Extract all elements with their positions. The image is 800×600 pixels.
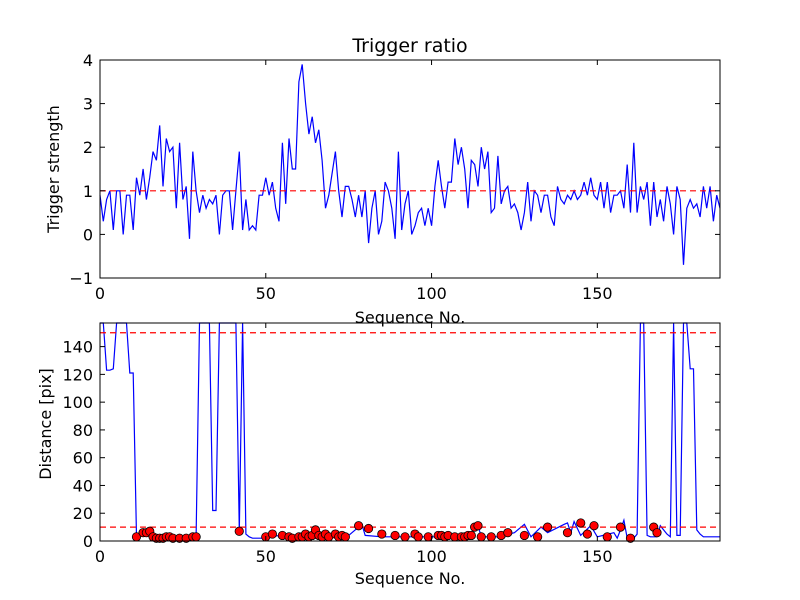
- data-point: [473, 521, 483, 531]
- data-point: [267, 529, 278, 539]
- plot-frame: [99, 59, 721, 279]
- data-point: [466, 530, 476, 541]
- distance-markers-group: [131, 518, 662, 543]
- x-tick-label: 150: [582, 547, 613, 566]
- trigger-series-group: [99, 64, 721, 265]
- y-tick-label: 0: [83, 225, 93, 244]
- data-point: [377, 529, 387, 539]
- chart-title: Trigger ratio: [351, 35, 467, 57]
- data-point: [582, 529, 592, 539]
- y-tick-label: 100: [62, 393, 93, 412]
- distance-chart: 0 50 100 150 0 20 40 60 80 100 120 140 Sequence No.…: [36, 322, 721, 588]
- x-tick-label: 0: [95, 547, 105, 566]
- data-point: [234, 526, 244, 536]
- data-point: [576, 518, 586, 528]
- data-point: [476, 532, 486, 542]
- y-tick-label: 80: [73, 421, 93, 440]
- data-point: [363, 523, 374, 534]
- data-point: [625, 533, 636, 543]
- y-tick-label: 120: [62, 365, 93, 384]
- data-point: [533, 532, 543, 542]
- data-point: [602, 532, 612, 542]
- y-tick-label: 60: [73, 449, 93, 468]
- y-tick-label: 2: [83, 138, 93, 157]
- distance-ticks-group: 0 50 100 150 0 20 40 60 80 100 120 140: [62, 323, 720, 566]
- series-line-1: [99, 64, 721, 265]
- y-tick-label: 3: [83, 95, 93, 114]
- y-tick-label: 40: [73, 476, 93, 495]
- data-point: [589, 521, 599, 531]
- plot-frame: [99, 322, 721, 542]
- data-point: [615, 522, 626, 532]
- data-point: [503, 528, 513, 538]
- x-axis-label: Sequence No.: [355, 569, 466, 588]
- y-axis-label: Distance [pix]: [36, 368, 55, 480]
- x-tick-label: 50: [256, 284, 276, 303]
- data-point: [519, 530, 529, 541]
- data-point: [191, 532, 201, 542]
- x-tick-label: 150: [582, 284, 613, 303]
- x-axis-label: Sequence No.: [355, 308, 466, 327]
- y-tick-label: 0: [83, 532, 93, 551]
- y-tick-label: 1: [83, 182, 93, 201]
- y-tick-label: 4: [83, 51, 93, 70]
- distance-reference-group: [100, 332, 720, 528]
- x-tick-label: 100: [416, 284, 447, 303]
- y-tick-label: 20: [73, 504, 93, 523]
- y-axis-label: Trigger strength: [44, 105, 63, 234]
- data-point: [400, 532, 410, 542]
- y-tick-label: 140: [62, 338, 93, 357]
- data-point: [354, 521, 364, 531]
- data-point: [413, 532, 423, 542]
- y-tick-label: −1: [69, 269, 93, 288]
- x-tick-label: 100: [416, 547, 447, 566]
- data-point: [652, 528, 662, 538]
- data-point: [390, 530, 400, 541]
- data-point: [486, 532, 496, 542]
- x-tick-label: 0: [95, 284, 105, 303]
- data-point: [562, 528, 573, 538]
- x-tick-label: 50: [256, 547, 276, 566]
- data-point: [542, 522, 553, 532]
- data-point: [340, 532, 350, 542]
